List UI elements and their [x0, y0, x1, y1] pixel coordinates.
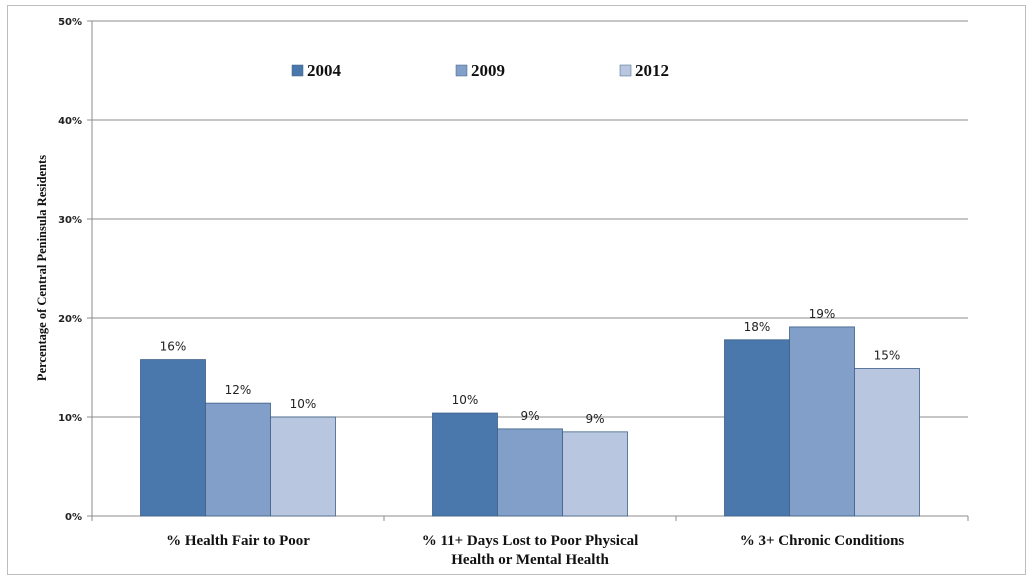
x-category-label: % Health Fair to Poor [166, 533, 310, 549]
legend-swatch-2009 [455, 64, 468, 77]
legend-label-2004: 2004 [307, 61, 342, 80]
data-label: 10% [452, 393, 479, 407]
data-label: 16% [160, 340, 187, 354]
bars: 16% 12% 10% 10% 9% 9% 18% 19% 15% [140, 307, 920, 517]
bar-2004 [140, 359, 206, 517]
y-axis-label: Percentage of Central Peninsula Resident… [35, 155, 49, 381]
x-category-label: % 3+ Chronic Conditions [740, 533, 905, 549]
bar-2004 [432, 412, 498, 517]
bar-2004 [724, 339, 790, 517]
bar-2009 [497, 428, 563, 517]
y-tick-label: 50% [58, 17, 82, 28]
bar-2012 [562, 431, 628, 517]
x-category-label: % 11+ Days Lost to Poor Physical [422, 533, 639, 549]
y-tick-label: 40% [58, 116, 82, 127]
y-tick-label: 10% [58, 413, 82, 424]
y-tick-label: 0% [65, 512, 82, 523]
legend-label-2009: 2009 [471, 61, 505, 80]
bar-2012 [854, 368, 920, 517]
y-tick-label: 30% [58, 215, 82, 226]
data-label: 9% [585, 412, 604, 426]
bar-2009 [789, 326, 855, 517]
x-category-label: Health or Mental Health [451, 552, 609, 568]
legend: 2004 2009 2012 [291, 61, 669, 80]
chart-frame [7, 5, 1026, 575]
data-label: 12% [225, 383, 252, 397]
axes: 0% 10% 20% 30% 40% 50% % Health Fair to Poor % … [58, 17, 969, 568]
legend-label-2012: 2012 [635, 61, 669, 80]
data-label: 10% [290, 397, 317, 411]
y-tick-label: 20% [58, 314, 82, 325]
bar-2012 [270, 416, 336, 517]
data-label: 19% [809, 307, 836, 321]
data-label: 9% [520, 409, 539, 423]
legend-swatch-2004 [291, 64, 304, 77]
data-label: 15% [874, 348, 901, 362]
data-label: 18% [744, 320, 771, 334]
legend-swatch-2012 [619, 64, 632, 77]
bar-2009 [205, 402, 271, 517]
